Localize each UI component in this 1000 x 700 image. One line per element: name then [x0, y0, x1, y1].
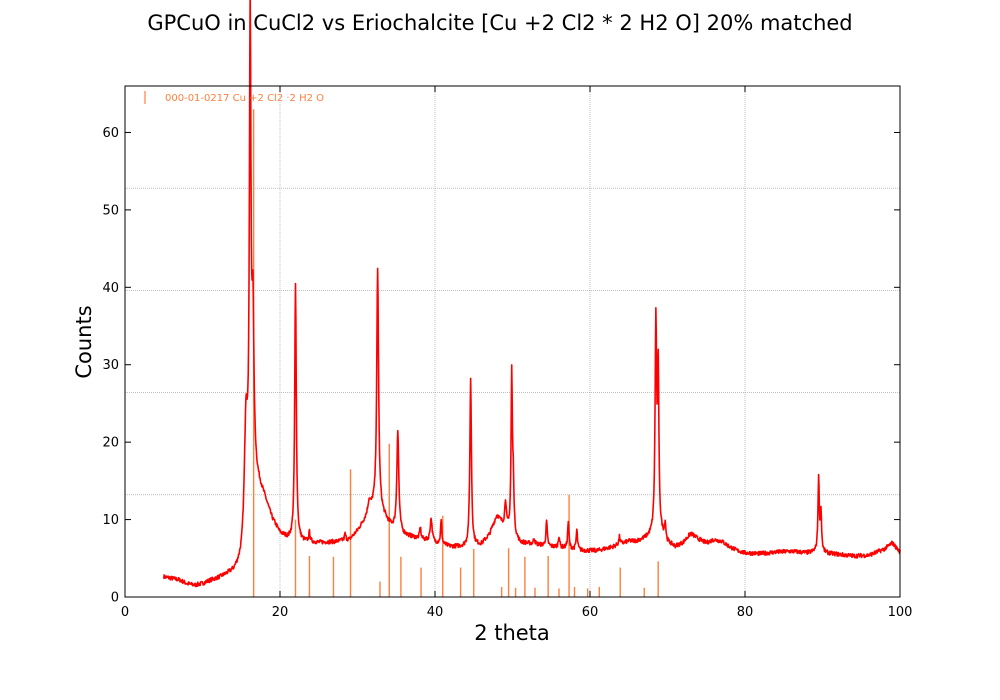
y-tick-label: 30 [102, 358, 119, 373]
x-tick-label: 100 [888, 605, 913, 620]
axis-ticks: 0 20 40 60 80 100 0 10 20 30 40 50 60 [102, 86, 912, 620]
y-tick-label: 60 [102, 126, 119, 141]
x-tick-label: 60 [582, 605, 599, 620]
chart-title: GPCuO in CuCl2 vs Eriochalcite [Cu +2 Cl… [147, 11, 852, 35]
y-tick-label: 40 [102, 281, 119, 296]
x-tick-label: 0 [121, 605, 129, 620]
x-tick-label: 80 [737, 605, 754, 620]
x-tick-label: 40 [427, 605, 444, 620]
y-tick-label: 50 [102, 203, 119, 218]
reference-sticks [252, 109, 659, 597]
x-tick-label: 20 [272, 605, 289, 620]
plot-frame [124, 85, 901, 598]
legend-label: 000-01-0217 Cu +2 Cl2 ·2 H2 O [165, 93, 324, 104]
x-axis-label: 2 theta [474, 621, 550, 645]
y-tick-label: 20 [102, 436, 119, 451]
y-tick-label: 0 [111, 591, 119, 606]
legend: 000-01-0217 Cu +2 Cl2 ·2 H2 O [144, 91, 324, 104]
y-tick-label: 10 [102, 513, 119, 528]
pattern-line-layer [162, 0, 901, 588]
measured-pattern-line [162, 0, 901, 588]
y-axis-label: Counts [72, 305, 96, 378]
grid-lines [125, 86, 900, 597]
